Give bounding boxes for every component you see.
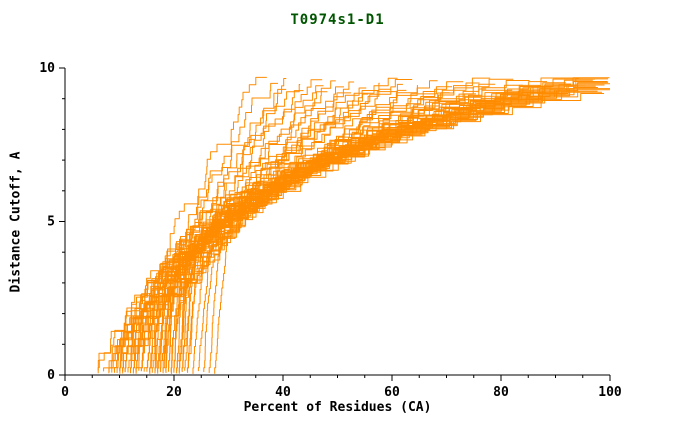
model-curve [214,84,605,374]
model-curve [176,84,523,372]
x-axis-label: Percent of Residues (CA) [243,400,432,415]
x-tick-label: 80 [493,385,509,400]
model-curve [208,77,610,373]
y-tick-label: 0 [47,368,55,383]
x-tick-label: 0 [61,385,69,400]
model-curve [173,93,604,372]
model-curve [178,88,610,374]
x-tick-label: 40 [275,385,291,400]
model-curve [181,82,609,371]
x-tick-label: 20 [166,385,182,400]
model-curve [170,84,585,373]
y-tick-label: 10 [39,61,55,76]
model-curve [160,80,438,373]
model-curve [178,83,610,373]
model-curve [149,89,513,373]
x-tick-label: 60 [384,385,400,400]
model-curve [184,78,608,371]
model-curve [186,89,610,372]
y-tick-label: 5 [47,215,55,230]
chart-title: T0974s1-D1 [290,12,385,28]
x-tick-label: 100 [598,385,622,400]
